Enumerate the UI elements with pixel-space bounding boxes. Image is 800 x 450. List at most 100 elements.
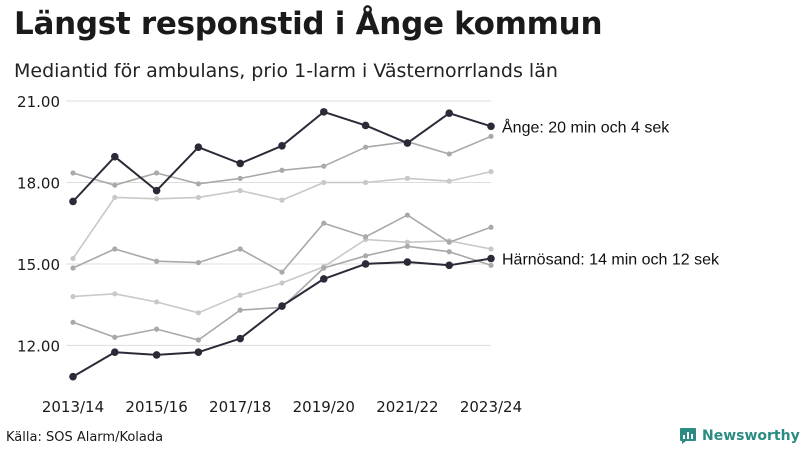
data-point xyxy=(152,186,161,195)
data-point xyxy=(112,194,118,201)
data-point xyxy=(237,175,243,181)
y-tick-label: 12.00 xyxy=(17,337,60,355)
data-point xyxy=(279,197,285,203)
data-point xyxy=(237,292,243,298)
data-point xyxy=(445,109,454,118)
bar-chart-icon xyxy=(680,428,696,444)
x-axis-ticks: 2013/14 2015/16 2017/18 2019/20 2021/22 2023/… xyxy=(42,398,522,416)
data-point xyxy=(321,220,327,226)
data-point xyxy=(195,310,201,316)
data-point xyxy=(279,167,285,173)
data-point xyxy=(404,243,410,249)
data-point xyxy=(237,188,243,194)
series-ange xyxy=(69,108,495,206)
data-point xyxy=(488,169,494,175)
data-point xyxy=(488,224,494,230)
series-s3 xyxy=(70,212,494,275)
data-point xyxy=(363,253,369,259)
data-point xyxy=(195,259,201,266)
data-point xyxy=(487,254,495,263)
annotation-harnosand: Härnösand: 14 min och 12 sek xyxy=(502,252,720,269)
series-harnosand xyxy=(69,254,495,381)
data-point xyxy=(112,246,118,252)
series-s1 xyxy=(70,133,494,188)
data-point xyxy=(112,334,118,340)
data-point xyxy=(195,194,201,201)
data-point xyxy=(154,258,160,264)
data-point xyxy=(446,151,452,157)
data-point xyxy=(69,197,77,206)
data-point xyxy=(363,144,369,150)
data-point xyxy=(237,307,243,313)
annotations: Ånge: 20 min och 4 sek Härnösand: 14 min … xyxy=(502,117,720,268)
data-point xyxy=(154,196,160,202)
data-point xyxy=(111,348,119,357)
data-point xyxy=(194,143,203,151)
data-point xyxy=(320,108,328,116)
chart-subtitle: Mediantid för ambulans, prio 1-larm i Vä… xyxy=(14,60,558,82)
x-tick-label: 2013/14 xyxy=(42,398,104,416)
series-line xyxy=(72,245,492,341)
data-point xyxy=(279,280,285,286)
data-point xyxy=(363,234,369,240)
series-lines xyxy=(69,108,495,381)
y-tick-label: 18.00 xyxy=(17,174,60,192)
data-point xyxy=(70,255,76,262)
data-point xyxy=(70,170,76,176)
series-s2 xyxy=(70,169,494,262)
data-point xyxy=(278,302,286,310)
data-point xyxy=(404,212,410,218)
data-point xyxy=(488,133,494,139)
x-tick-label: 2021/22 xyxy=(376,398,438,416)
data-point xyxy=(69,372,77,381)
data-point xyxy=(321,265,327,271)
y-axis-ticks: 12.00 15.00 18.00 21.00 xyxy=(17,93,60,355)
data-point xyxy=(279,269,285,275)
brand-name: Newsworthy xyxy=(702,428,800,444)
data-point xyxy=(403,258,412,266)
data-point xyxy=(488,262,494,268)
data-point xyxy=(70,265,76,271)
data-point xyxy=(361,260,370,268)
data-point xyxy=(194,348,203,357)
data-point xyxy=(154,170,160,176)
brand-logo: Newsworthy xyxy=(679,427,800,445)
line-chart: 12.00 15.00 18.00 21.00 2013/14 2015/16 2017/… xyxy=(17,93,720,416)
data-point xyxy=(361,121,370,130)
data-point xyxy=(488,246,494,252)
data-point xyxy=(446,239,452,245)
series-line xyxy=(72,110,492,203)
series-line xyxy=(72,238,492,314)
series-s4 xyxy=(70,236,494,316)
y-tick-label: 15.00 xyxy=(17,256,60,274)
series-line xyxy=(72,257,492,378)
data-point xyxy=(154,326,160,332)
data-point xyxy=(446,249,452,255)
data-point xyxy=(404,239,410,245)
data-point xyxy=(70,293,76,300)
data-point xyxy=(112,291,118,297)
data-point xyxy=(111,152,119,161)
data-point xyxy=(70,319,76,325)
data-point xyxy=(152,351,161,359)
data-point xyxy=(404,175,410,181)
data-point xyxy=(321,179,327,186)
annotation-ange: Ånge: 20 min och 4 sek xyxy=(502,117,670,136)
data-point xyxy=(445,261,454,270)
x-tick-label: 2019/20 xyxy=(293,398,355,416)
data-point xyxy=(237,246,243,252)
data-point xyxy=(446,178,452,184)
data-point xyxy=(320,275,328,283)
data-point xyxy=(403,139,412,147)
data-point xyxy=(487,122,495,131)
x-tick-label: 2015/16 xyxy=(125,398,187,416)
series-line xyxy=(72,170,492,259)
source-note: Källa: SOS Alarm/Kolada xyxy=(6,430,164,445)
data-point xyxy=(321,163,327,169)
x-tick-label: 2023/24 xyxy=(460,398,522,416)
data-point xyxy=(112,182,118,188)
data-point xyxy=(236,159,244,168)
data-point xyxy=(195,181,201,187)
data-point xyxy=(278,142,286,150)
y-tick-label: 21.00 xyxy=(17,93,60,111)
